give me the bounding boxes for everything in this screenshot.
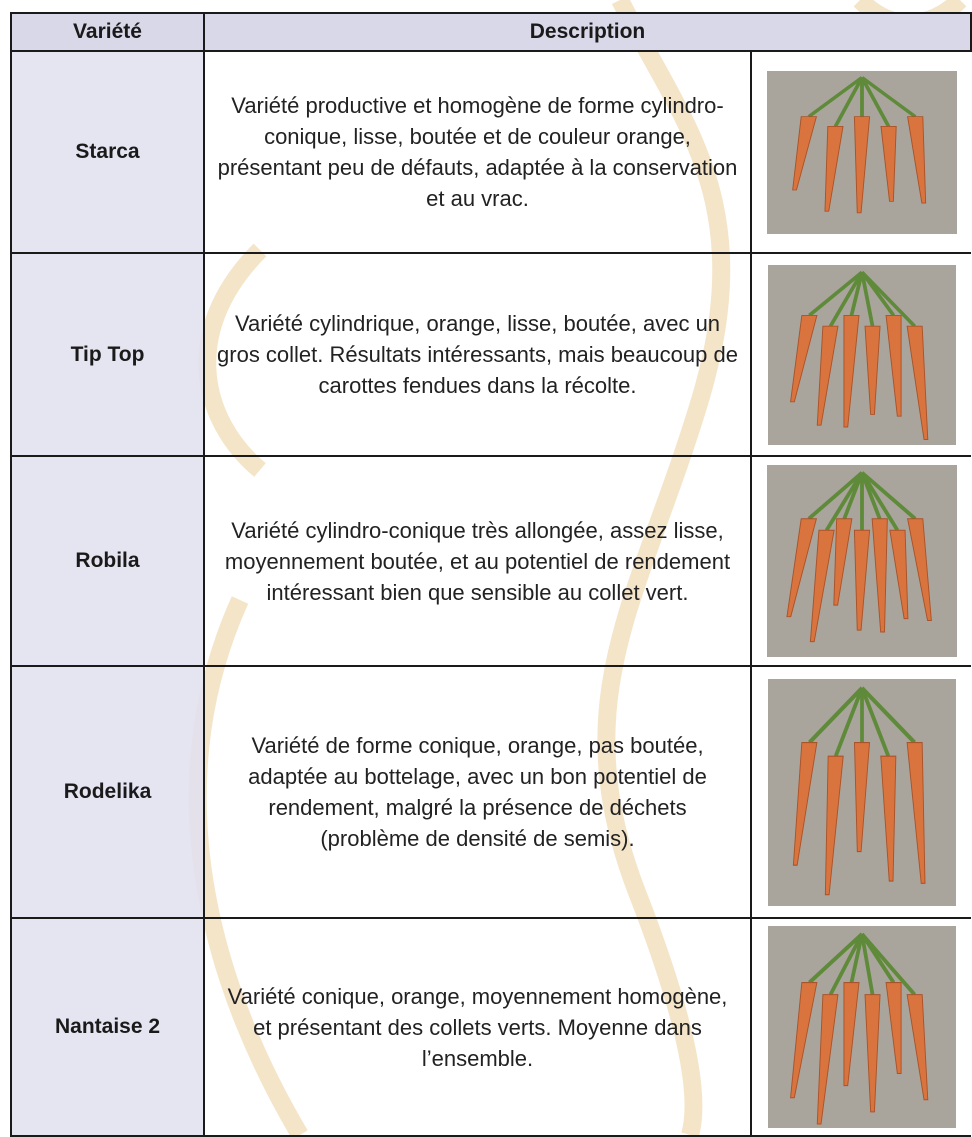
carrot: [792, 741, 817, 866]
carrot: [789, 314, 817, 402]
carrot: [906, 518, 932, 621]
variety-name: Starca: [10, 50, 205, 254]
carrot: [864, 325, 881, 415]
carrot: [888, 529, 908, 620]
carrot: [842, 982, 860, 1087]
carrot-leaves: [828, 933, 864, 996]
variety-description: Variété de forme conique, orange, pas bo…: [203, 665, 752, 919]
carrot-leaves: [860, 270, 916, 327]
carrot-leaves: [859, 933, 874, 996]
carrot: [906, 115, 926, 203]
image-cell: [750, 455, 971, 667]
variety-name: Tip Top: [10, 252, 205, 457]
variety-name: Robila: [10, 455, 205, 667]
image-cell: [750, 917, 971, 1137]
carrot: [842, 314, 860, 427]
variety-description: Variété cylindrique, orange, lisse, bout…: [203, 252, 752, 457]
carrot-leaves: [859, 686, 890, 757]
carrot: [853, 529, 870, 631]
carrot: [853, 741, 870, 852]
carrot-leaves: [833, 76, 864, 127]
carrot: [789, 982, 817, 1099]
carrot: [906, 325, 928, 440]
header-cell: Variété: [10, 12, 205, 52]
table-row: Tip Top Variété cylindrique, orange, liss…: [10, 252, 971, 457]
carrot-leaves: [807, 270, 863, 317]
carrot: [885, 982, 902, 1074]
carrot-leaves: [807, 685, 863, 744]
carrot-photo: [767, 678, 956, 906]
table-row: Rodelika Variété de forme conique, orange…: [10, 665, 971, 919]
carrot: [906, 994, 928, 1101]
image-cell: [750, 665, 971, 919]
variety-description: Variété cylindro-conique très allongée, …: [203, 455, 752, 667]
carrot-leaves: [860, 471, 916, 521]
carrot-leaves: [859, 471, 899, 532]
carrot-leaves: [849, 933, 864, 984]
table-body: Starca Variété productive et homogène de …: [10, 50, 971, 1137]
carrot: [785, 518, 817, 618]
carrot-leaves: [828, 270, 864, 327]
table-row: Robila Variété cylindro-conique très allo…: [10, 455, 971, 667]
carrot-leaves: [824, 471, 864, 532]
image-cell: [750, 252, 971, 457]
carrot: [823, 125, 844, 212]
header-cell: Description: [203, 12, 972, 52]
carrot-leaves: [859, 271, 874, 327]
table-row: Starca Variété productive et homogène de …: [10, 50, 971, 254]
carrot-leaves: [860, 685, 916, 744]
carrot-photo: [766, 465, 957, 657]
carrot: [879, 755, 896, 882]
carrot: [885, 314, 902, 417]
variety-description: Variété conique, orange, moyennement hom…: [203, 917, 752, 1137]
header-row: Variété Description: [10, 12, 972, 52]
carrot-leaves: [859, 76, 890, 127]
carrot-leaves: [860, 75, 916, 118]
carrot-leaves: [860, 932, 916, 997]
variety-table: Variété Description Starca Variété produc…: [10, 12, 972, 1137]
carrot: [864, 994, 881, 1113]
variety-description: Variété productive et homogène de forme …: [203, 50, 752, 254]
carrot-leaves: [807, 932, 863, 985]
carrot: [791, 115, 817, 190]
carrot: [906, 741, 925, 884]
carrot: [879, 125, 897, 202]
carrot-photo: [767, 926, 956, 1128]
variety-name: Nantaise 2: [10, 917, 205, 1137]
table-row: Nantaise 2 Variété conique, orange, moyen…: [10, 917, 971, 1137]
carrot: [824, 755, 844, 895]
carrot: [816, 994, 838, 1125]
image-cell: [750, 50, 971, 254]
carrot-leaves: [849, 271, 864, 316]
carrot-photo: [767, 264, 956, 445]
carrot: [853, 115, 870, 213]
carrot-photo: [766, 70, 957, 234]
carrot: [809, 529, 835, 643]
carrot-leaves: [807, 75, 863, 118]
carrot-leaves: [841, 471, 864, 520]
carrot-leaves: [807, 471, 863, 521]
carrot: [832, 518, 852, 606]
carrot-leaves: [833, 686, 864, 757]
carrot: [816, 325, 838, 426]
carrot: [871, 518, 888, 633]
variety-name: Rodelika: [10, 665, 205, 919]
